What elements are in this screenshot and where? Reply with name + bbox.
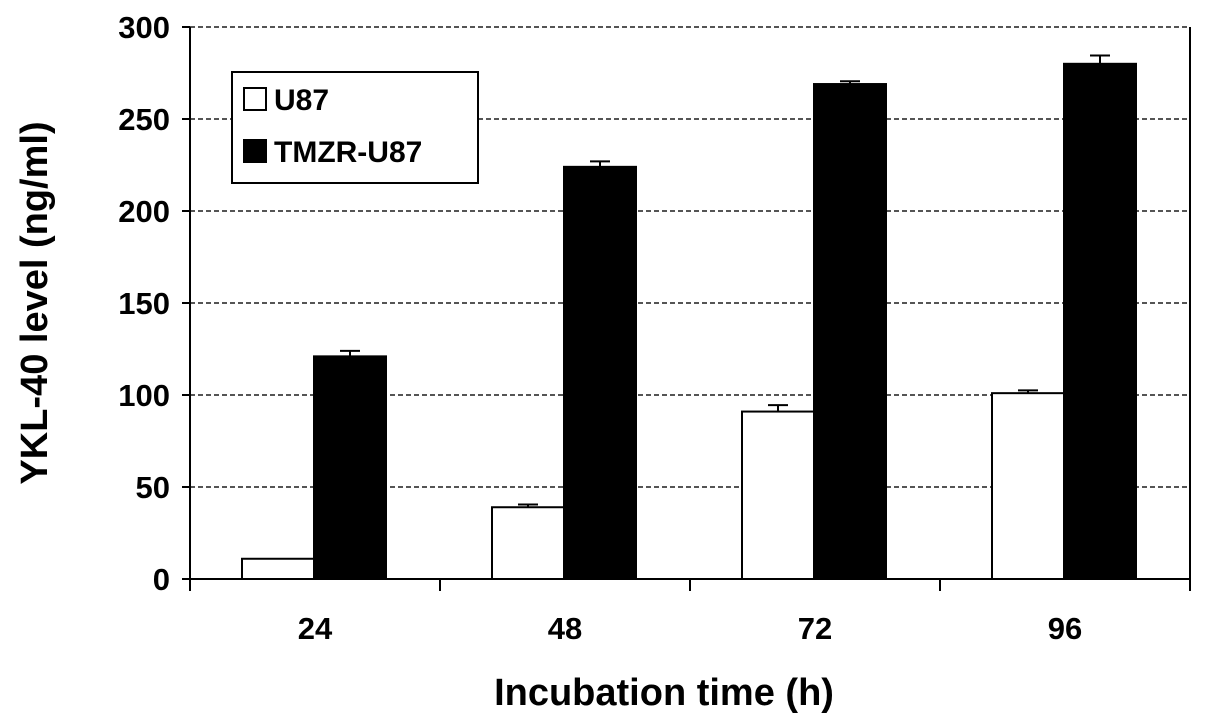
bar-u87: [241, 557, 315, 581]
bars: [241, 54, 1137, 581]
bar-tmzr-u87: [1063, 62, 1137, 581]
bar-tmzr-u87: [313, 355, 387, 580]
y-axis-title: YKL-40 level (ng/ml): [14, 121, 56, 484]
bar-tmzr-u87: [563, 165, 637, 580]
bar-u87: [491, 506, 565, 580]
legend-label-u87: U87: [274, 84, 329, 117]
bar-u87: [741, 410, 815, 580]
y-tick-label: 200: [118, 194, 170, 229]
x-tick-label: 72: [798, 611, 832, 646]
y-tick-label: 0: [153, 562, 170, 597]
legend-box: [231, 71, 479, 184]
legend-label-tmzr-u87: TMZR-U87: [274, 136, 422, 169]
y-tick-label: 100: [118, 378, 170, 413]
y-tick-label: 50: [136, 470, 170, 505]
y-tick-label: 300: [118, 10, 170, 45]
tick-labels: 0 50 100 150 200 250 300 24 48 72 96: [118, 10, 1191, 646]
x-tick-label: 24: [298, 611, 333, 646]
x-tick-label: 96: [1048, 611, 1082, 646]
legend-swatch-tmzr-u87: [243, 139, 267, 163]
legend: U87 TMZR-U87: [231, 71, 479, 184]
bar-u87: [991, 392, 1065, 580]
x-axis-title: Incubation time (h): [494, 672, 834, 714]
bar-tmzr-u87: [813, 83, 887, 580]
y-tick-label: 250: [118, 102, 170, 137]
legend-swatch-u87: [243, 87, 267, 111]
x-tick-label: 48: [548, 611, 582, 646]
y-tick-label: 150: [118, 286, 170, 321]
